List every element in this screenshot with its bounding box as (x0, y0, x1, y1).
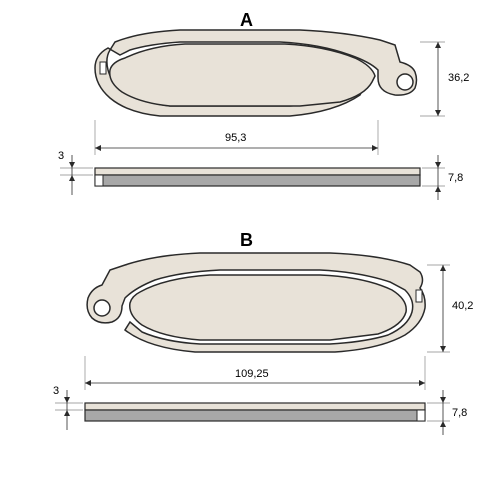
mounting-hole-b (94, 300, 110, 316)
pad-b-side (85, 403, 425, 421)
dim-b-sideheight-label: 7,8 (452, 407, 467, 419)
mounting-hole-a (397, 74, 413, 90)
section-b-drawing (0, 230, 500, 490)
pad-b-front (87, 253, 425, 352)
dim-a-sideheight-label: 7,8 (448, 172, 463, 184)
dim-b-sideheight (427, 390, 450, 435)
section-a-drawing (0, 0, 500, 240)
dim-b-width-label: 109,25 (235, 368, 269, 380)
dim-a-height (420, 42, 445, 116)
dim-a-sideheight (422, 155, 445, 200)
dim-b-thickness-label: 3 (53, 385, 59, 397)
dim-a-thickness-label: 3 (58, 150, 64, 162)
dim-a-width-label: 95,3 (225, 132, 246, 144)
dim-b-thickness (55, 390, 83, 430)
dim-b-height (427, 265, 450, 352)
technical-drawing: A (0, 0, 500, 500)
dim-a-thickness (60, 155, 93, 195)
dim-b-height-label: 40,2 (452, 300, 473, 312)
pad-a-front (95, 30, 417, 116)
pad-a-side (95, 168, 420, 186)
dim-a-height-label: 36,2 (448, 72, 469, 84)
